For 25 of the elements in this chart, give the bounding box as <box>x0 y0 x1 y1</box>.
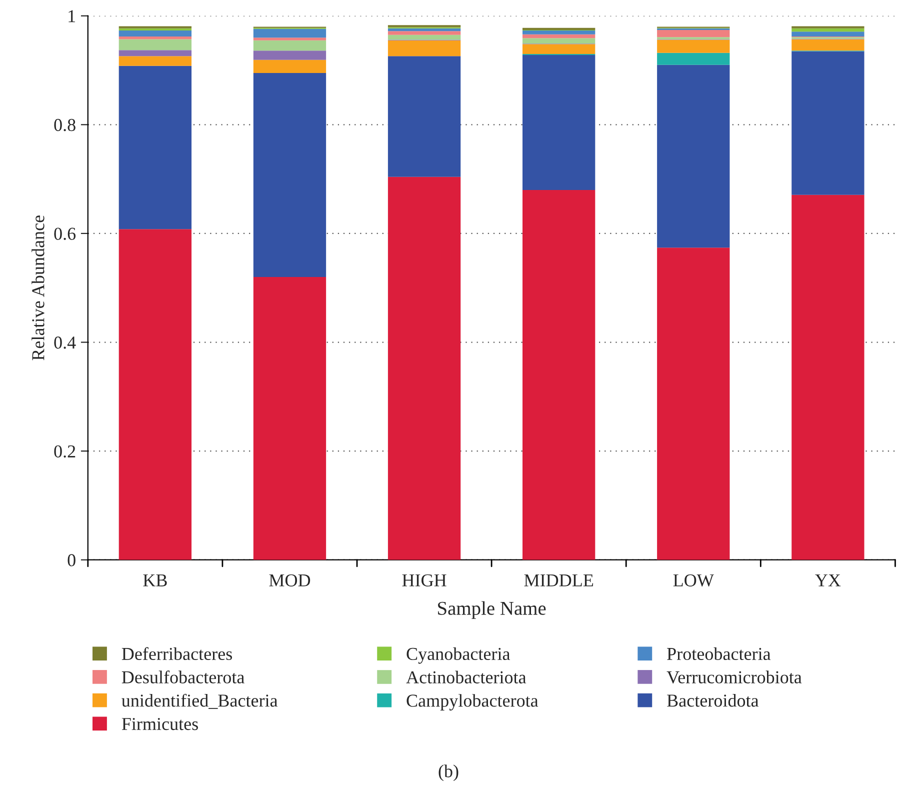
y-axis-title: Relative Abundance <box>32 216 44 360</box>
legend-label: Proteobacteria <box>667 647 771 660</box>
y-tick-label: 0 <box>68 554 76 566</box>
legend-label: Actinobacteriota <box>406 670 526 684</box>
y-tick-label: 0.4 <box>54 336 76 349</box>
legend-label: Deferribacteres <box>122 647 232 660</box>
legend-label: unidentified_Bacteria <box>122 694 278 709</box>
x-tick-label: HIGH <box>402 574 446 586</box>
x-axis-title: Sample Name <box>438 601 546 619</box>
legend-label: Verrucomicrobiota <box>666 670 802 684</box>
legend-label: Desulfobacterota <box>122 670 244 684</box>
x-tick-label: YX <box>815 574 841 586</box>
y-tick-label: 0.8 <box>54 118 76 132</box>
x-tick-label: KB <box>143 574 167 586</box>
x-tick-label: MOD <box>269 574 310 586</box>
legend-label: Firmicutes <box>122 718 198 730</box>
x-tick-label: LOW <box>673 574 714 587</box>
legend-label: Cyanobacteria <box>406 647 510 664</box>
y-tick-label: 0.6 <box>54 228 76 240</box>
y-tick-label: 1 <box>68 10 76 22</box>
legend-label: Bacteroidota <box>667 694 759 707</box>
legend-label: Campylobacterota <box>406 694 538 711</box>
x-tick-label: MIDDLE <box>524 574 594 586</box>
text: (b) <box>438 764 458 781</box>
y-tick-label: 0.2 <box>54 445 76 458</box>
